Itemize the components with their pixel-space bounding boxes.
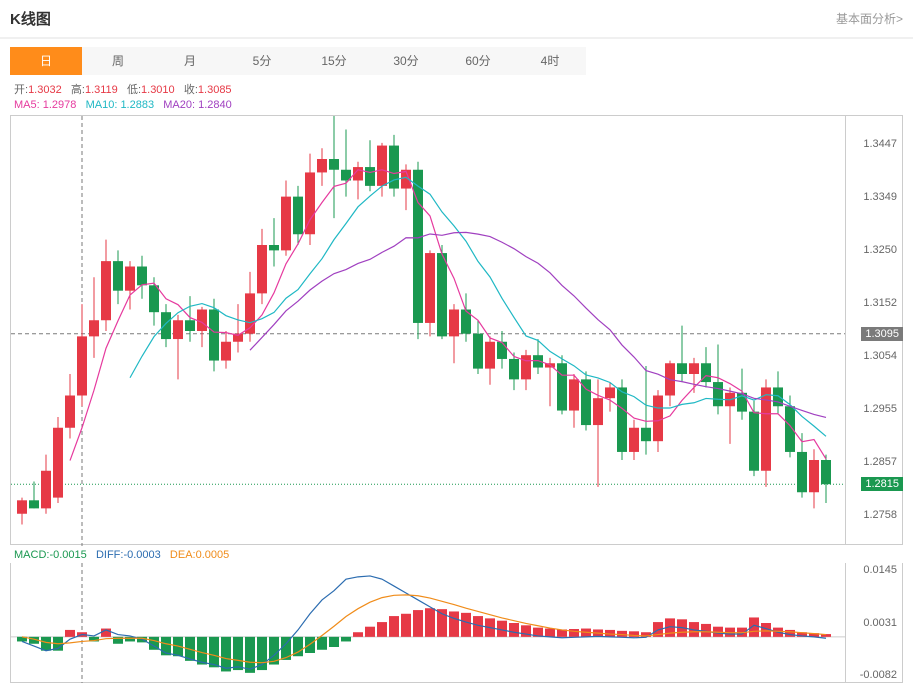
open-value: 1.3032 [28, 84, 62, 96]
open-label: 开: [14, 84, 28, 96]
diff-value: -0.0003 [123, 549, 160, 561]
price-tick: 1.3152 [863, 297, 897, 309]
macd-canvas [11, 563, 846, 683]
macd-tick: -0.0082 [860, 669, 897, 681]
tab-日[interactable]: 日 [10, 47, 82, 75]
macd-tick: 0.0031 [863, 617, 897, 629]
ma20-value: 1.2840 [198, 99, 232, 111]
high-label: 高: [71, 84, 85, 96]
macd-axis: 0.0145 0.0031 -0.0082 [845, 563, 903, 682]
tab-30分[interactable]: 30分 [370, 47, 442, 75]
ma10-value: 1.2883 [120, 99, 154, 111]
diff-label: DIFF: [96, 549, 124, 561]
ma5-value: 1.2978 [43, 99, 77, 111]
price-tick: 1.3054 [863, 350, 897, 362]
ma20-label: MA20: [163, 99, 195, 111]
low-value: 1.3010 [141, 84, 175, 96]
close-value: 1.3085 [198, 84, 232, 96]
tab-5分[interactable]: 5分 [226, 47, 298, 75]
macd-readout: MACD:-0.0015 DIFF:-0.0003 DEA:0.0005 [0, 545, 913, 563]
tab-4时[interactable]: 4时 [514, 47, 586, 75]
price-tick: 1.3349 [863, 191, 897, 203]
ma10-label: MA10: [86, 99, 118, 111]
ohlc-readout: 开:1.3032 高:1.3119 低:1.3010 收:1.3085 [0, 75, 913, 97]
header: K线图 基本面分析> [0, 0, 913, 39]
tab-月[interactable]: 月 [154, 47, 226, 75]
last-price-badge: 1.2815 [861, 477, 903, 491]
page-title: K线图 [10, 8, 51, 29]
ma-readout: MA5: 1.2978 MA10: 1.2883 MA20: 1.2840 [0, 97, 913, 115]
price-tick: 1.3250 [863, 244, 897, 256]
chart-canvas [11, 116, 846, 546]
candlestick-chart[interactable]: 1.3447 1.3349 1.3250 1.3152 1.3054 1.2955 1.28… [10, 115, 903, 545]
tab-60分[interactable]: 60分 [442, 47, 514, 75]
low-label: 低: [127, 84, 141, 96]
macd-label: MACD: [14, 549, 49, 561]
price-axis: 1.3447 1.3349 1.3250 1.3152 1.3054 1.2955 1.28… [845, 116, 903, 544]
price-tick: 1.2758 [863, 509, 897, 521]
ma5-label: MA5: [14, 99, 40, 111]
crosshair-price-badge: 1.3095 [861, 327, 903, 341]
price-tick: 1.2857 [863, 456, 897, 468]
high-value: 1.3119 [85, 84, 118, 96]
price-tick: 1.3447 [863, 138, 897, 150]
price-tick: 1.2955 [863, 403, 897, 415]
tab-周[interactable]: 周 [82, 47, 154, 75]
macd-value: -0.0015 [49, 549, 86, 561]
timeframe-tabs: 日周月5分15分30分60分4时 [0, 39, 913, 75]
close-label: 收: [184, 84, 198, 96]
dea-value: 0.0005 [196, 549, 230, 561]
analysis-link[interactable]: 基本面分析> [836, 10, 903, 27]
tab-15分[interactable]: 15分 [298, 47, 370, 75]
macd-tick: 0.0145 [863, 564, 897, 576]
macd-chart[interactable]: 0.0145 0.0031 -0.0082 [10, 563, 903, 683]
dea-label: DEA: [170, 549, 196, 561]
